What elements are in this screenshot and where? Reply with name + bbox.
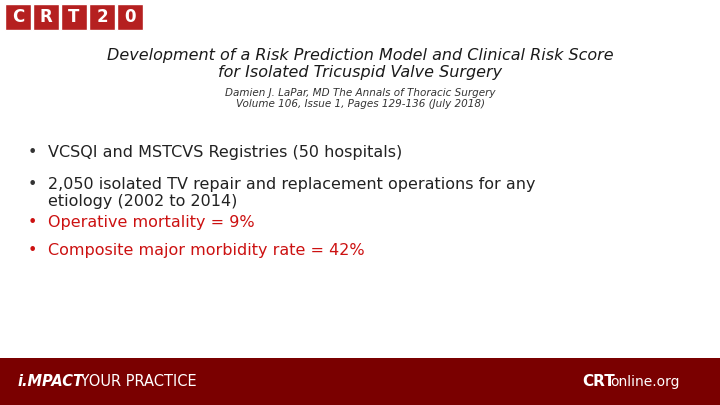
FancyBboxPatch shape	[117, 4, 143, 30]
Text: YOUR PRACTICE: YOUR PRACTICE	[76, 375, 197, 390]
Text: for Isolated Tricuspid Valve Surgery: for Isolated Tricuspid Valve Surgery	[218, 65, 502, 80]
FancyBboxPatch shape	[0, 358, 720, 405]
FancyBboxPatch shape	[33, 4, 59, 30]
Text: Operative mortality = 9%: Operative mortality = 9%	[48, 215, 255, 230]
Text: i.MPACT: i.MPACT	[18, 375, 84, 390]
Text: Development of a Risk Prediction Model and Clinical Risk Score: Development of a Risk Prediction Model a…	[107, 48, 613, 63]
FancyBboxPatch shape	[61, 4, 87, 30]
Text: C: C	[12, 8, 24, 26]
Text: R: R	[40, 8, 53, 26]
Text: 2,050 isolated TV repair and replacement operations for any: 2,050 isolated TV repair and replacement…	[48, 177, 536, 192]
Text: 0: 0	[125, 8, 136, 26]
Text: T: T	[68, 8, 80, 26]
Text: Damien J. LaPar, MD The Annals of Thoracic Surgery: Damien J. LaPar, MD The Annals of Thorac…	[225, 88, 495, 98]
Text: 2: 2	[96, 8, 108, 26]
Text: etiology (2002 to 2014): etiology (2002 to 2014)	[48, 194, 238, 209]
Text: Composite major morbidity rate = 42%: Composite major morbidity rate = 42%	[48, 243, 364, 258]
Text: •: •	[28, 145, 37, 160]
Text: •: •	[28, 215, 37, 230]
FancyBboxPatch shape	[5, 4, 31, 30]
Text: •: •	[28, 177, 37, 192]
Text: Volume 106, Issue 1, Pages 129-136 (July 2018): Volume 106, Issue 1, Pages 129-136 (July…	[235, 99, 485, 109]
FancyBboxPatch shape	[89, 4, 115, 30]
Text: online.org: online.org	[610, 375, 680, 389]
Text: CRT: CRT	[582, 375, 615, 390]
Text: •: •	[28, 243, 37, 258]
Text: VCSQI and MSTCVS Registries (50 hospitals): VCSQI and MSTCVS Registries (50 hospital…	[48, 145, 402, 160]
